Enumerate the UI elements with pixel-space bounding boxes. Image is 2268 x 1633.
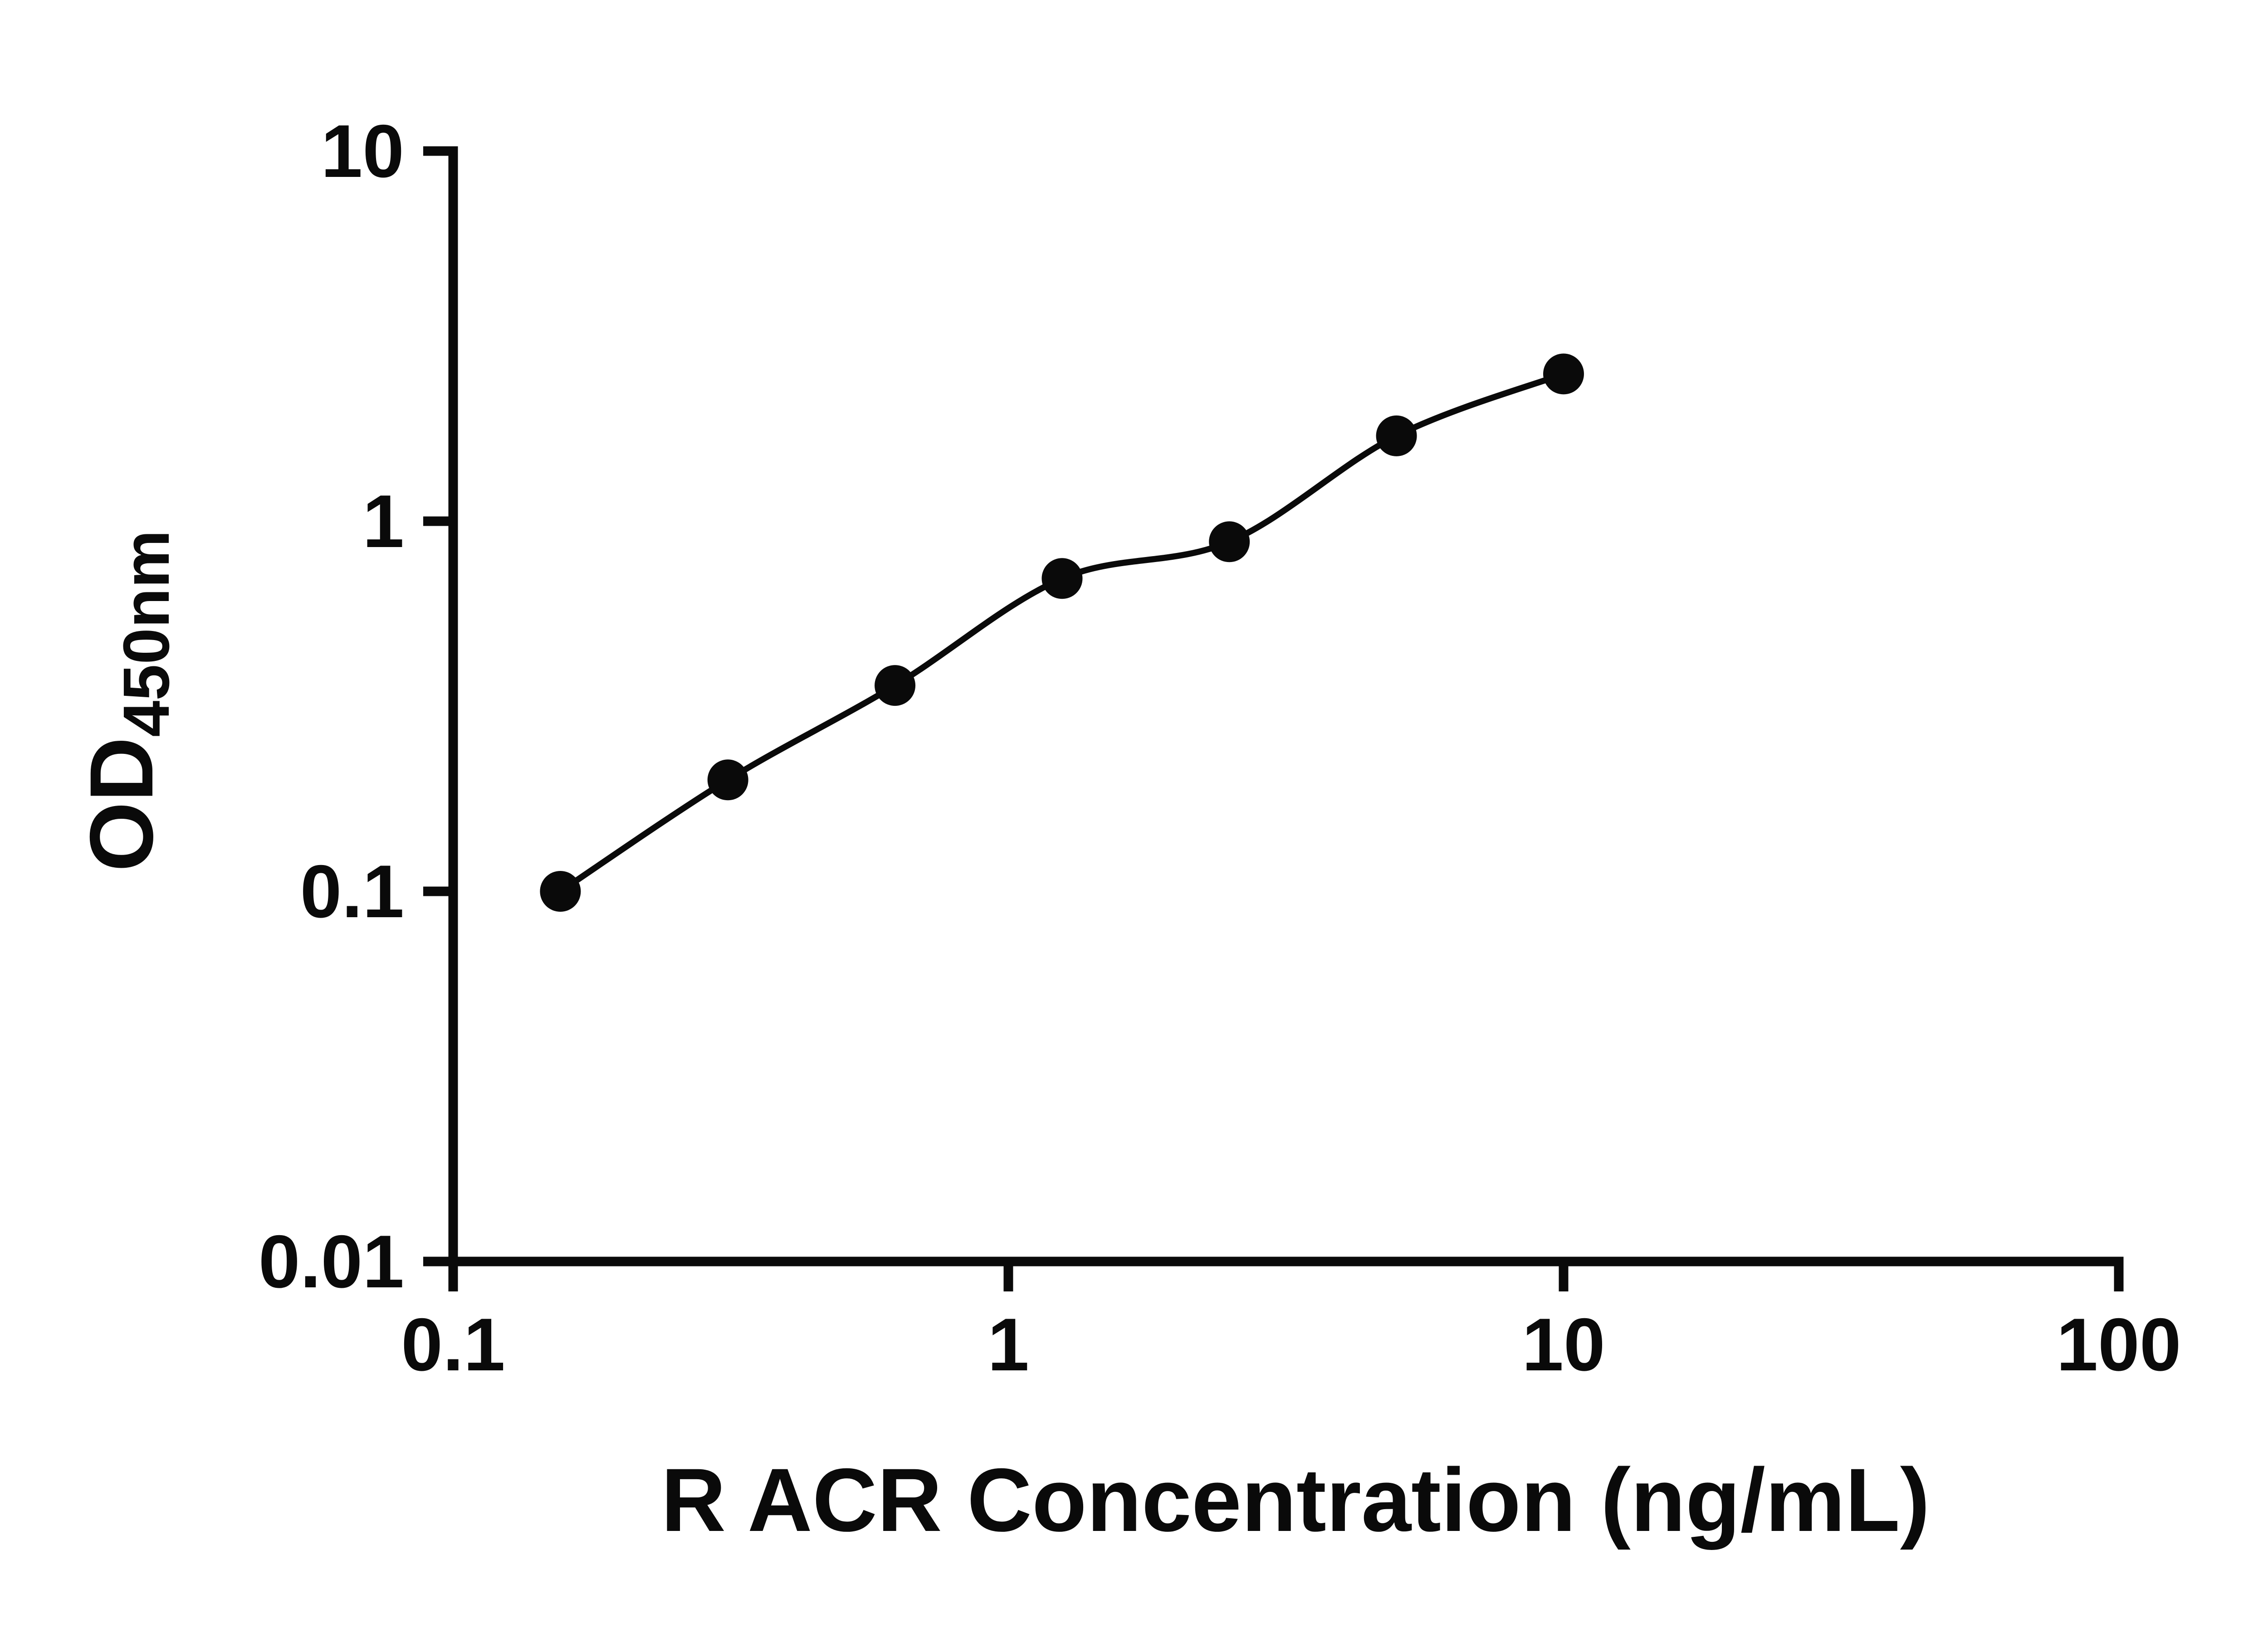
y-axis-title-main: OD: [71, 737, 171, 872]
y-tick-label: 10: [321, 109, 404, 193]
data-point: [540, 871, 581, 912]
data-point: [875, 665, 916, 706]
y-tick-label: 0.1: [300, 850, 404, 933]
x-tick-label: 10: [1522, 1303, 1605, 1386]
data-point: [1209, 521, 1250, 562]
data-point: [1543, 353, 1584, 395]
x-tick-label: 0.1: [401, 1303, 505, 1386]
y-axis-title: OD450nm: [71, 530, 183, 871]
fit-curve: [558, 371, 1565, 894]
data-point: [707, 759, 748, 801]
y-tick-label: 1: [362, 479, 404, 563]
y-axis-title-subscript: 450nm: [110, 530, 183, 737]
data-point: [1041, 558, 1083, 599]
x-tick-label: 100: [2056, 1303, 2181, 1386]
y-tick-label: 0.01: [259, 1220, 404, 1303]
axis-spines: [448, 146, 2124, 1266]
data-point: [1376, 415, 1417, 456]
x-axis-title: R ACR Concentration (ng/mL): [661, 1450, 1930, 1550]
x-tick-label: 1: [987, 1303, 1029, 1386]
